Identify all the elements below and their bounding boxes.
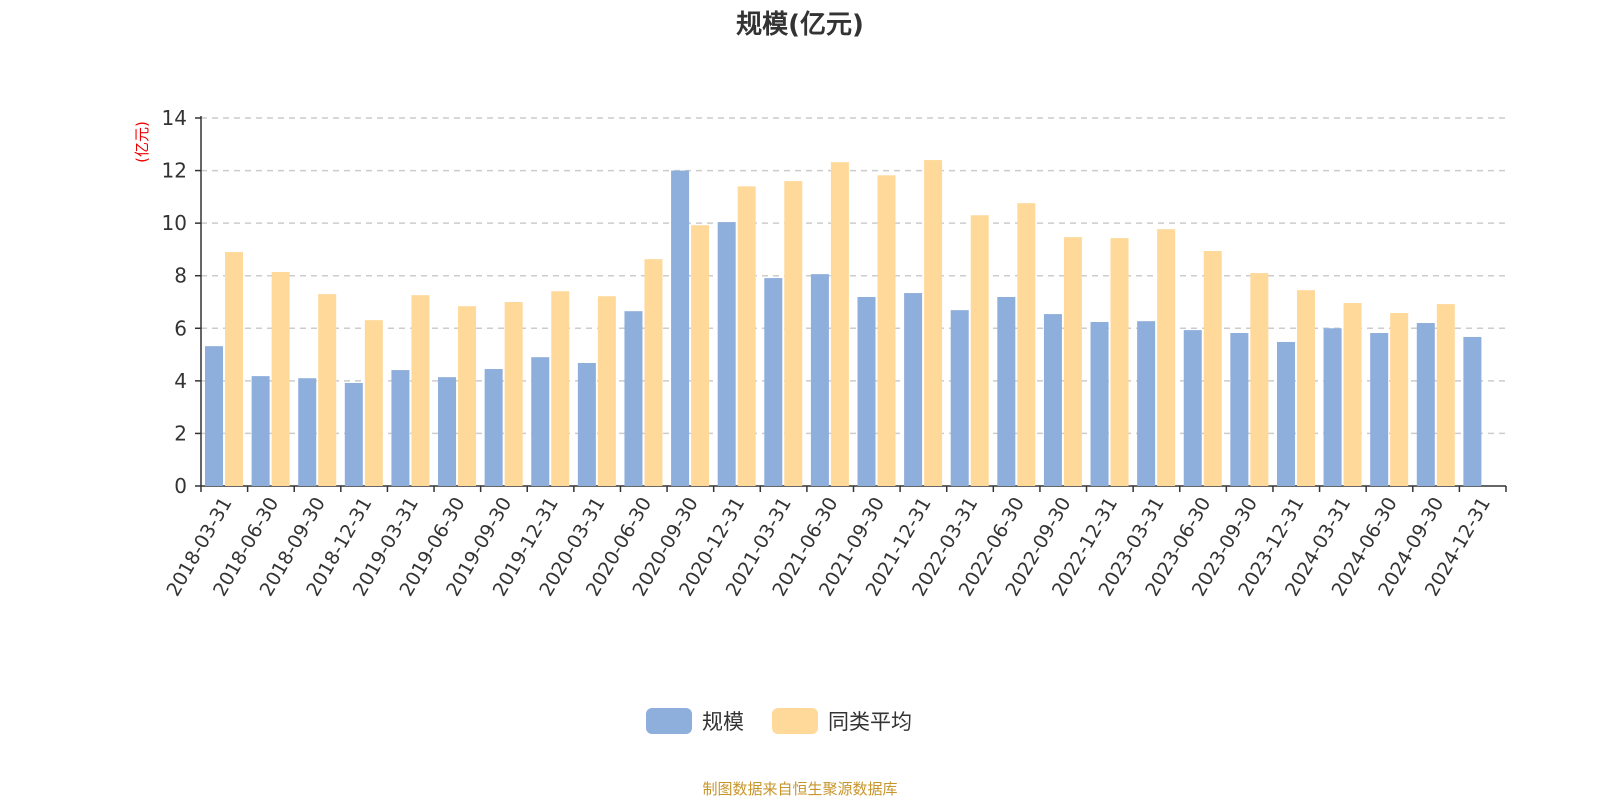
- y-tick-label: 2: [174, 421, 187, 445]
- legend-swatch: [646, 708, 692, 734]
- bar-scale: [1137, 321, 1156, 486]
- bar-scale: [1230, 333, 1249, 486]
- bar-scale: [1370, 333, 1389, 486]
- bar-peer-average: [1017, 203, 1036, 486]
- bar-peer-average: [1250, 273, 1269, 486]
- y-tick-label: 4: [174, 369, 187, 393]
- bar-scale: [810, 274, 829, 486]
- bar-peer-average: [411, 295, 430, 486]
- bar-scale: [624, 311, 643, 486]
- y-tick-label: 14: [162, 106, 187, 130]
- bar-peer-average: [1390, 313, 1409, 486]
- data-source-footer: 制图数据来自恒生聚源数据库: [702, 780, 898, 798]
- bar-scale: [997, 297, 1016, 486]
- bar-peer-average: [458, 306, 477, 486]
- legend-swatch: [772, 708, 818, 734]
- chart-title: 规模(亿元): [736, 10, 864, 40]
- bar-peer-average: [225, 252, 243, 486]
- y-axis-label: (亿元): [133, 121, 151, 163]
- bar-scale: [1043, 314, 1062, 486]
- bar-peer-average: [737, 186, 756, 487]
- bar-peer-average: [1063, 237, 1082, 486]
- y-tick-label: 12: [162, 159, 187, 183]
- bar-peer-average: [504, 302, 523, 486]
- y-tick-label: 0: [174, 474, 187, 498]
- bar-peer-average: [551, 291, 570, 486]
- bar-peer-average: [970, 215, 989, 486]
- bar-scale: [1323, 328, 1342, 486]
- bar-scale: [857, 297, 876, 486]
- bar-scale: [205, 346, 223, 486]
- bar-scale: [904, 293, 923, 486]
- bar-scale: [717, 222, 736, 486]
- bar-peer-average: [1296, 290, 1315, 486]
- bar-scale: [531, 357, 550, 486]
- bar-peer-average: [364, 320, 383, 486]
- bar-peer-average: [1436, 304, 1455, 486]
- bar-peer-average: [318, 294, 337, 486]
- bar-peer-average: [271, 272, 290, 486]
- bar-peer-average: [644, 259, 663, 486]
- bar-scale: [484, 369, 503, 486]
- bar-scale: [1090, 321, 1109, 486]
- bar-peer-average: [1203, 251, 1222, 486]
- bar-scale: [1463, 336, 1482, 486]
- bar-scale: [344, 382, 363, 486]
- legend-label: 同类平均: [828, 710, 912, 734]
- bar-scale: [298, 378, 317, 486]
- bar-scale: [577, 362, 596, 486]
- bar-scale: [671, 170, 690, 487]
- legend-label: 规模: [702, 710, 744, 734]
- bar-scale: [1183, 330, 1202, 486]
- bar-peer-average: [784, 181, 803, 487]
- bar-peer-average: [1110, 238, 1129, 486]
- bar-scale: [950, 310, 969, 486]
- bar-scale: [764, 278, 783, 486]
- bar-peer-average: [691, 225, 710, 486]
- bar-scale: [1416, 323, 1435, 486]
- bar-peer-average: [877, 175, 896, 486]
- bar-scale: [251, 376, 270, 486]
- bar-scale: [438, 377, 457, 486]
- y-tick-label: 10: [162, 211, 187, 235]
- bar-scale: [391, 370, 410, 486]
- bar-peer-average: [830, 162, 849, 486]
- bar-peer-average: [597, 296, 616, 486]
- bar-scale: [1276, 341, 1295, 486]
- bar-peer-average: [1343, 303, 1362, 486]
- bar-peer-average: [1157, 229, 1176, 486]
- bar-peer-average: [924, 160, 943, 487]
- y-tick-label: 6: [174, 316, 187, 340]
- y-tick-label: 8: [174, 264, 187, 288]
